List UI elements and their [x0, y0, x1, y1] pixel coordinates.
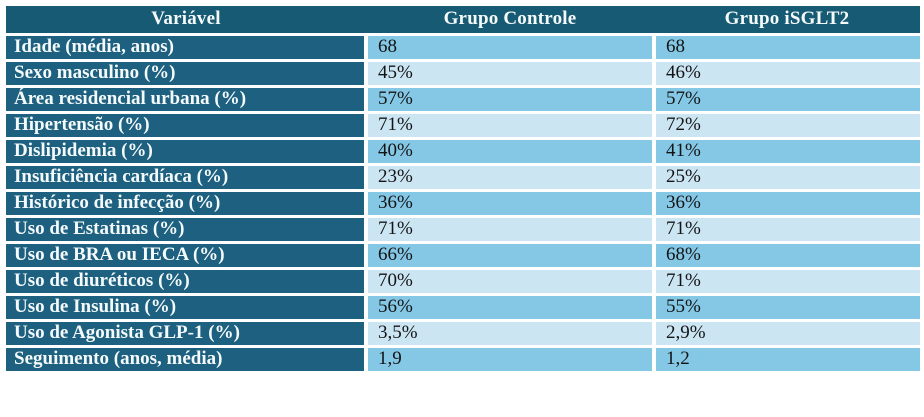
cell-grupo-isglt2: 55%	[652, 294, 920, 322]
cell-grupo-isglt2: 25%	[652, 164, 920, 192]
comparison-table: Variável Grupo Controle Grupo iSGLT2 Ida…	[6, 6, 920, 374]
table-row: Insuficiência cardíaca (%) 23% 25%	[6, 164, 920, 192]
cell-grupo-controle: 45%	[366, 60, 654, 88]
cell-grupo-controle: 23%	[366, 164, 654, 192]
row-label: Uso de Agonista GLP-1 (%)	[6, 320, 368, 348]
table-row: Idade (média, anos) 68 68	[6, 34, 920, 62]
cell-grupo-controle: 1,9	[366, 346, 654, 374]
table-header: Variável Grupo Controle Grupo iSGLT2	[6, 6, 920, 36]
table-row: Seguimento (anos, média) 1,9 1,2	[6, 346, 920, 374]
table-row: Uso de BRA ou IECA (%) 66% 68%	[6, 242, 920, 270]
cell-grupo-isglt2: 2,9%	[652, 320, 920, 348]
cell-grupo-controle: 57%	[366, 86, 654, 114]
row-label: Sexo masculino (%)	[6, 60, 368, 88]
row-label: Uso de Insulina (%)	[6, 294, 368, 322]
column-header-variavel: Variável	[6, 6, 366, 36]
cell-grupo-controle: 36%	[366, 190, 654, 218]
cell-grupo-isglt2: 1,2	[652, 346, 920, 374]
cell-grupo-controle: 56%	[366, 294, 654, 322]
page: Variável Grupo Controle Grupo iSGLT2 Ida…	[6, 6, 920, 374]
table-row: Sexo masculino (%) 45% 46%	[6, 60, 920, 88]
row-label: Uso de diuréticos (%)	[6, 268, 368, 296]
row-label: Histórico de infecção (%)	[6, 190, 368, 218]
table-row: Dislipidemia (%) 40% 41%	[6, 138, 920, 166]
table-row: Uso de Insulina (%) 56% 55%	[6, 294, 920, 322]
row-label: Uso de Estatinas (%)	[6, 216, 368, 244]
cell-grupo-isglt2: 46%	[652, 60, 920, 88]
cell-grupo-controle: 70%	[366, 268, 654, 296]
table-row: Uso de Estatinas (%) 71% 71%	[6, 216, 920, 244]
header-row: Variável Grupo Controle Grupo iSGLT2	[6, 6, 920, 36]
table-row: Hipertensão (%) 71% 72%	[6, 112, 920, 140]
cell-grupo-isglt2: 71%	[652, 216, 920, 244]
cell-grupo-isglt2: 71%	[652, 268, 920, 296]
row-label: Seguimento (anos, média)	[6, 346, 368, 374]
row-label: Dislipidemia (%)	[6, 138, 368, 166]
cell-grupo-isglt2: 57%	[652, 86, 920, 114]
cell-grupo-controle: 71%	[366, 112, 654, 140]
cell-grupo-isglt2: 68%	[652, 242, 920, 270]
table-row: Uso de Agonista GLP-1 (%) 3,5% 2,9%	[6, 320, 920, 348]
cell-grupo-controle: 66%	[366, 242, 654, 270]
table-row: Uso de diuréticos (%) 70% 71%	[6, 268, 920, 296]
cell-grupo-isglt2: 36%	[652, 190, 920, 218]
column-header-grupo-controle: Grupo Controle	[366, 6, 654, 36]
cell-grupo-isglt2: 72%	[652, 112, 920, 140]
row-label: Idade (média, anos)	[6, 34, 368, 62]
table-row: Histórico de infecção (%) 36% 36%	[6, 190, 920, 218]
row-label: Hipertensão (%)	[6, 112, 368, 140]
cell-grupo-controle: 3,5%	[366, 320, 654, 348]
row-label: Insuficiência cardíaca (%)	[6, 164, 368, 192]
cell-grupo-isglt2: 68	[652, 34, 920, 62]
table-row: Área residencial urbana (%) 57% 57%	[6, 86, 920, 114]
cell-grupo-isglt2: 41%	[652, 138, 920, 166]
row-label: Área residencial urbana (%)	[6, 86, 368, 114]
cell-grupo-controle: 40%	[366, 138, 654, 166]
row-label: Uso de BRA ou IECA (%)	[6, 242, 368, 270]
column-header-grupo-isglt2: Grupo iSGLT2	[654, 6, 920, 36]
cell-grupo-controle: 68	[366, 34, 654, 62]
cell-grupo-controle: 71%	[366, 216, 654, 244]
table-body: Idade (média, anos) 68 68 Sexo masculino (%…	[6, 34, 920, 374]
